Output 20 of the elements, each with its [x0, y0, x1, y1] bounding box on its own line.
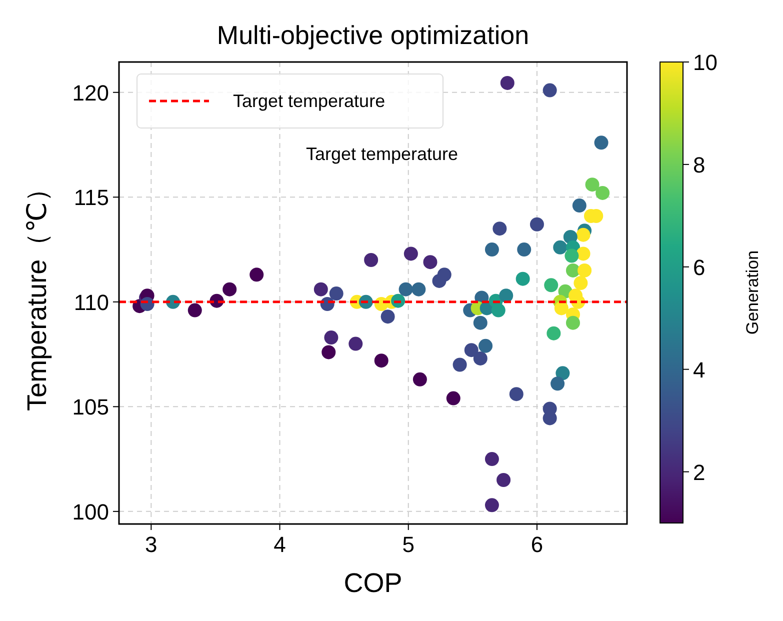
y-tick-label: 100	[72, 499, 109, 524]
color-bar-label: 4	[693, 357, 706, 382]
legend-label: Target temperature	[233, 91, 386, 111]
y-axis-title: Temperature（℃）	[22, 175, 52, 411]
y-tick-label: 110	[74, 290, 109, 315]
x-tick-label: 5	[402, 532, 414, 557]
color-bar-label: 8	[693, 152, 706, 178]
y-tick-label: 105	[72, 394, 109, 420]
x-tick-label: 3	[145, 532, 158, 557]
x-tick-label: 4	[274, 532, 286, 557]
y-tick-label: 115	[74, 185, 109, 210]
color-bar-label: 6	[693, 254, 706, 280]
color-bar-label: 2	[693, 460, 706, 485]
y-tick-label: 120	[72, 80, 109, 106]
color-bar-label: 10	[693, 50, 718, 75]
color-bar-title: Generation	[743, 250, 762, 335]
x-tick-label: 6	[530, 532, 544, 557]
annotation: Target temperature	[306, 144, 458, 164]
x-axis-title: COP	[344, 568, 402, 598]
chart-title: Multi-objective optimization	[216, 20, 530, 50]
